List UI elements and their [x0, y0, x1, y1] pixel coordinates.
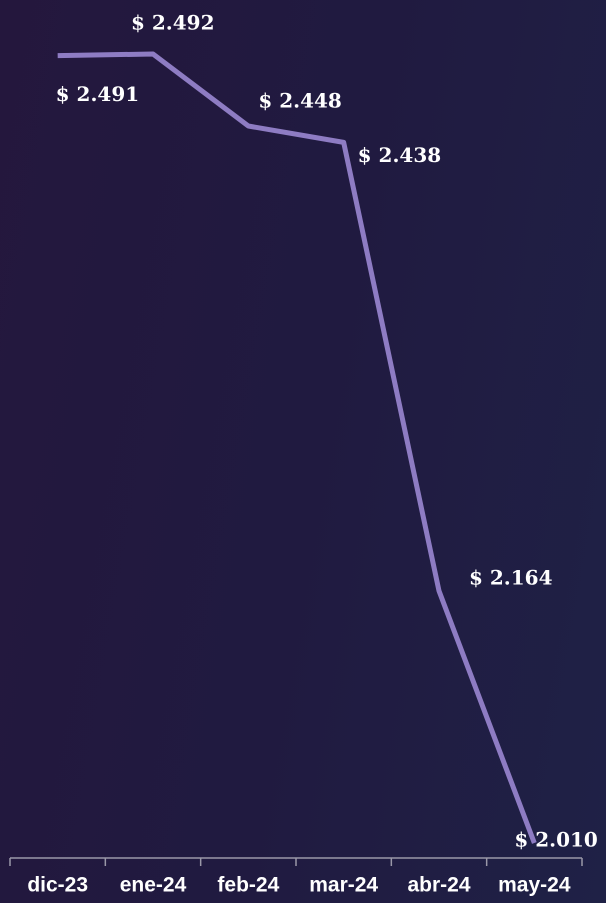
data-label: $ 2.164 [469, 565, 553, 589]
x-tick-label: abr-24 [407, 874, 470, 897]
data-label: $ 2.448 [258, 89, 342, 113]
x-tick-label: may-24 [498, 874, 571, 897]
data-label: $ 2.010 [514, 828, 598, 852]
x-tick-label: ene-24 [120, 874, 187, 897]
line [57, 51, 537, 844]
data-label: $ 2.438 [358, 143, 442, 167]
data-label: $ 2.492 [131, 11, 215, 35]
x-tick-label: mar-24 [309, 874, 378, 897]
x-tick-label: dic-23 [27, 874, 88, 897]
x-tick-label: feb-24 [217, 874, 279, 897]
data-label: $ 2.491 [56, 82, 140, 106]
